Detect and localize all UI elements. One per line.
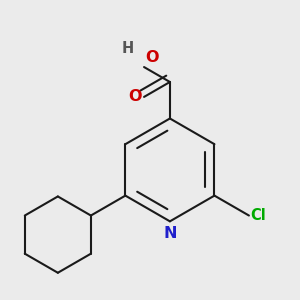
Text: Cl: Cl [250, 208, 266, 223]
Text: N: N [163, 226, 177, 241]
Text: H: H [122, 41, 134, 56]
Text: O: O [146, 50, 159, 65]
Text: O: O [128, 89, 141, 104]
